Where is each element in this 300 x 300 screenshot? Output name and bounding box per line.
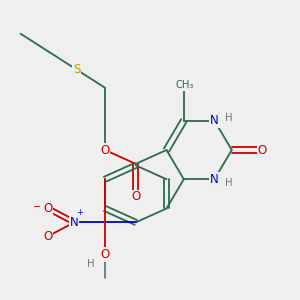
Text: O: O	[100, 248, 109, 261]
Text: H: H	[225, 113, 232, 123]
Text: H: H	[225, 178, 232, 188]
Text: N: N	[70, 216, 79, 229]
Text: +: +	[76, 208, 83, 217]
Text: N: N	[210, 114, 219, 127]
Text: H: H	[87, 259, 94, 269]
Text: O: O	[131, 190, 140, 203]
Text: O: O	[258, 143, 267, 157]
Text: N: N	[210, 173, 219, 186]
Text: O: O	[44, 202, 52, 215]
Text: S: S	[73, 63, 81, 76]
Text: −: −	[33, 202, 41, 212]
Text: CH₃: CH₃	[175, 80, 194, 90]
Text: O: O	[100, 143, 109, 157]
Text: O: O	[44, 230, 52, 243]
